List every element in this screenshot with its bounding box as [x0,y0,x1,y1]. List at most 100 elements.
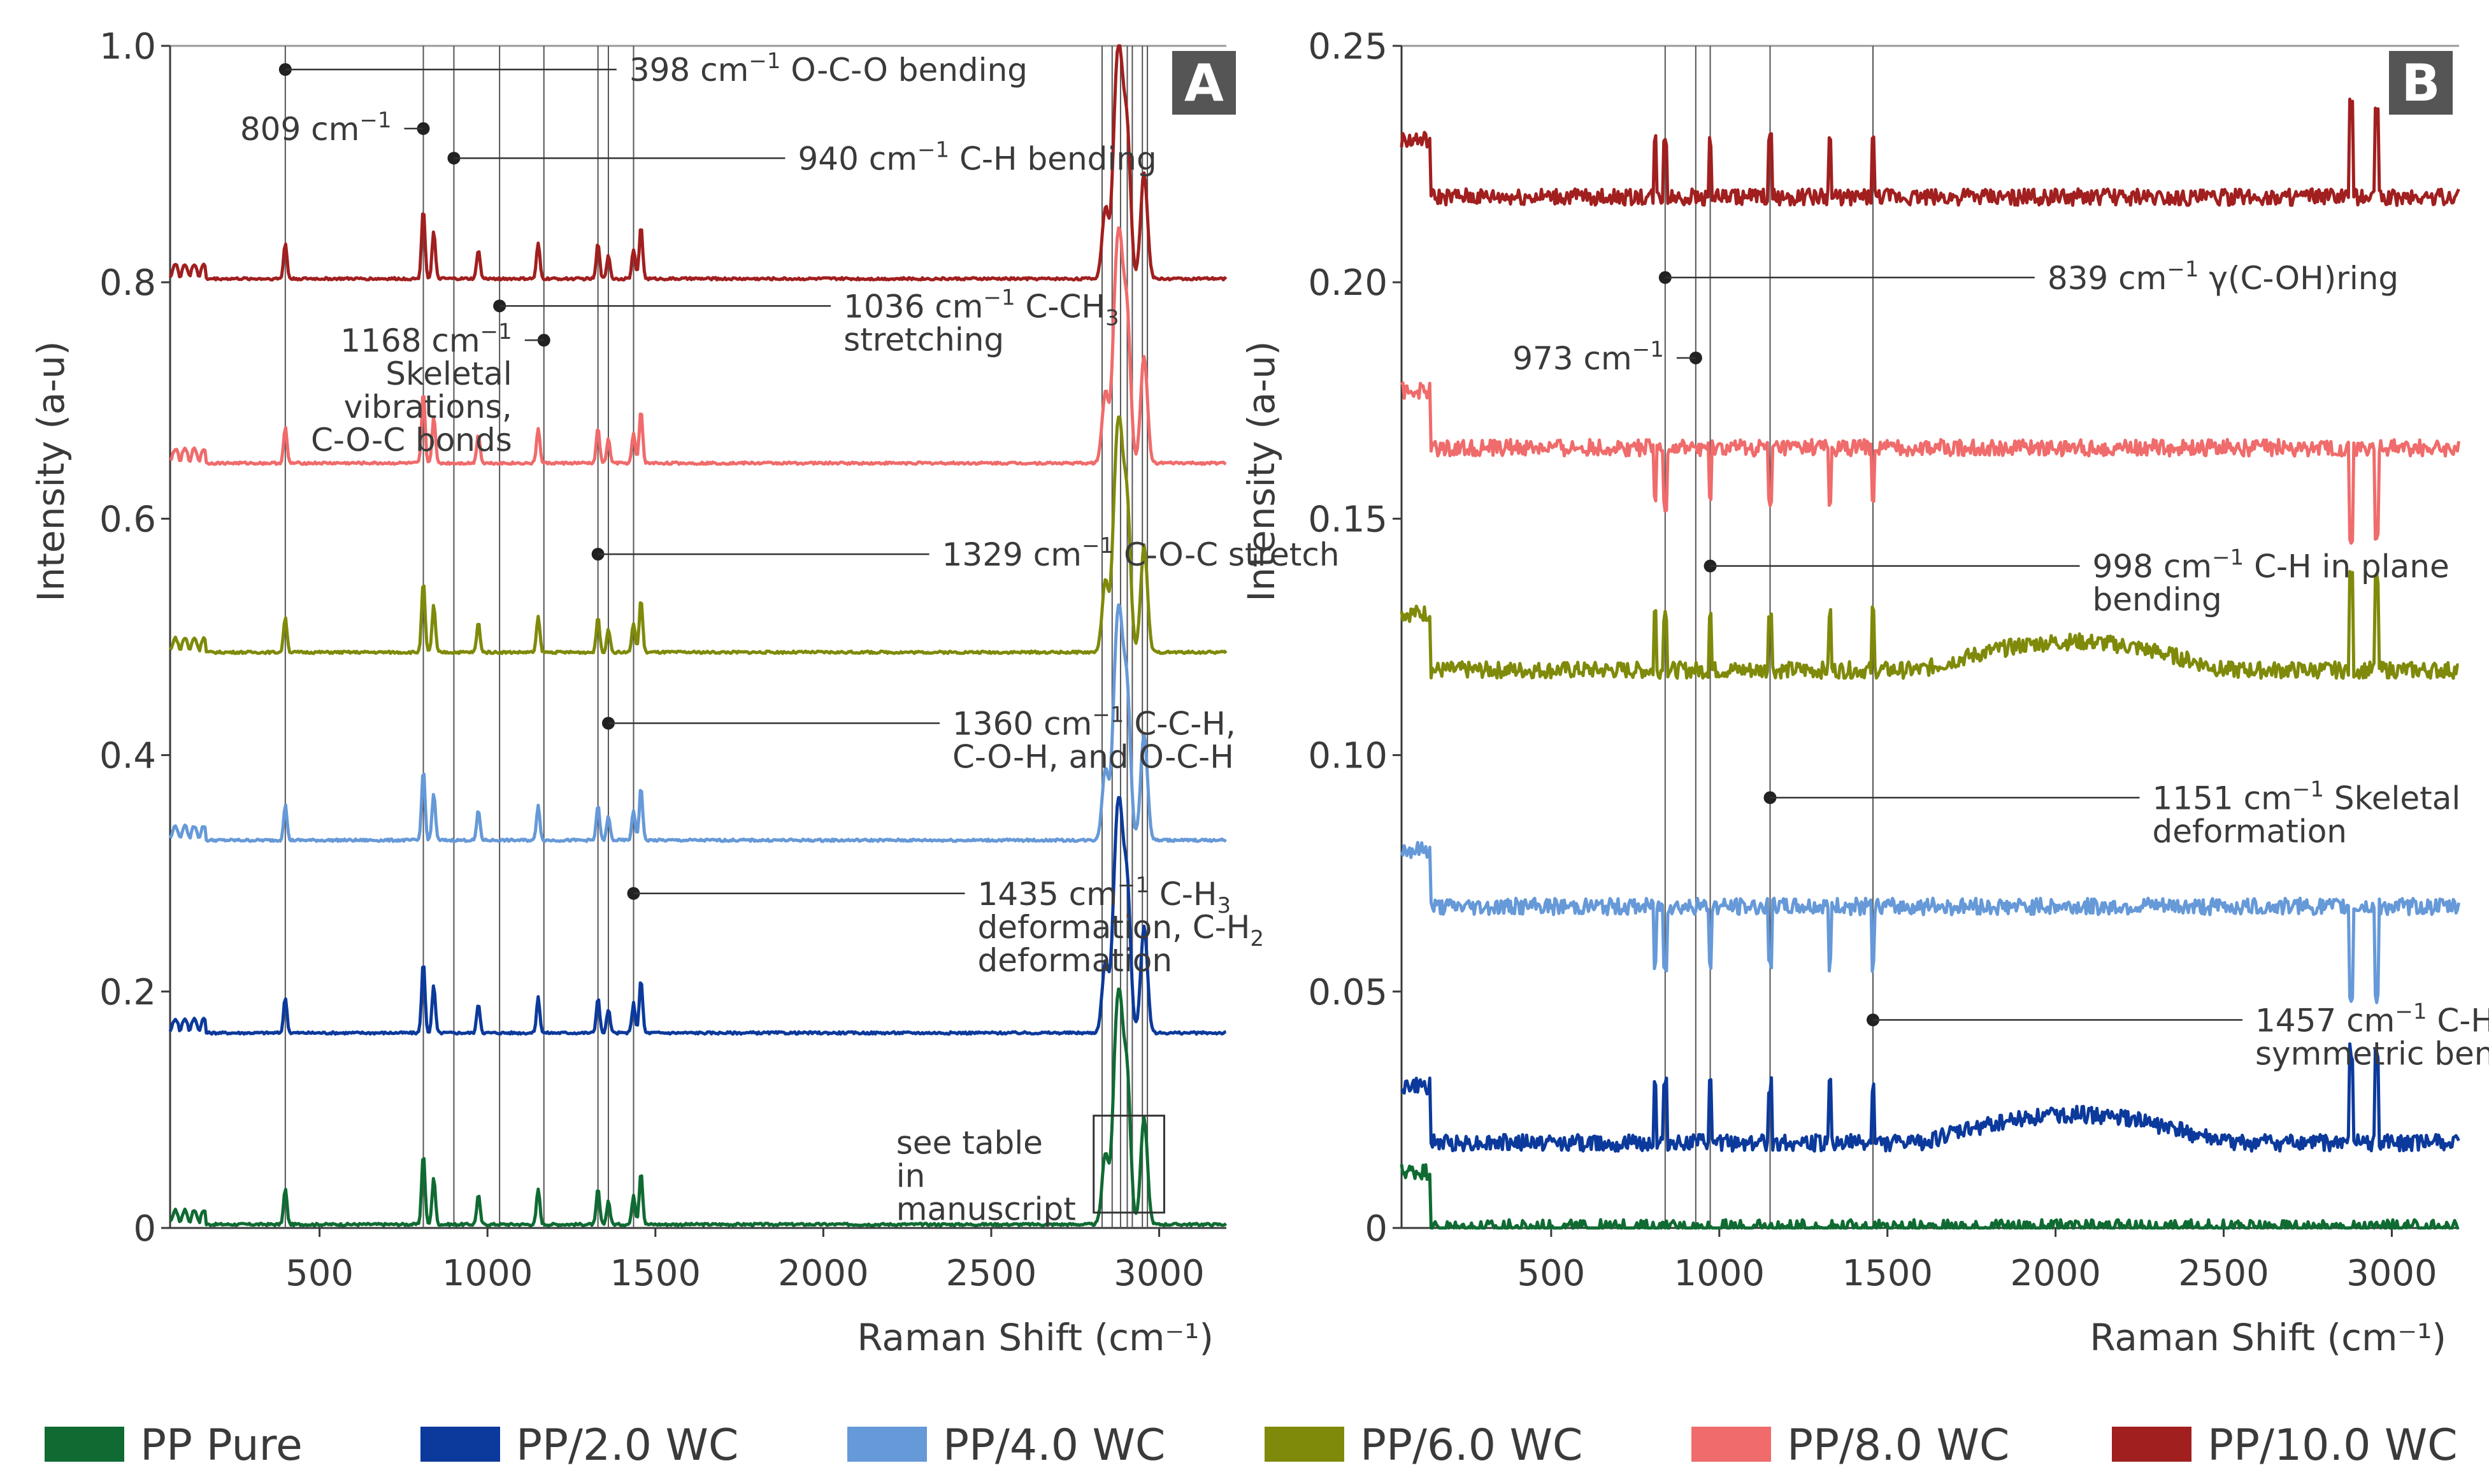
series-line-pp-10-0-wc [1400,97,2460,207]
legend-swatch [1691,1427,1771,1462]
panel-label: B [2402,54,2441,113]
annotation-superscript: −1 [1092,702,1124,727]
x-tick-label: 3000 [2346,1253,2437,1294]
annotation-superscript: −1 [1117,873,1149,898]
annotation-subscript: 2 [1250,926,1264,952]
annotation-superscript: −1 [2292,776,2324,802]
annotation-text-main: deformation [978,942,1173,979]
y-tick-label: 0 [1365,1208,1388,1250]
annotation-text-rest: C-H [1149,876,1217,913]
x-tick-label: 1000 [442,1253,533,1294]
annotation-text-main: C-O-C bonds [311,422,512,459]
y-axis-title: Intensity (a-u) [1240,341,1283,601]
y-tick-label: 1.0 [99,26,156,68]
series-line-pp-10-0-wc [168,44,1228,282]
annotation-text: Skeletal [385,355,512,392]
panel-label: A [1184,54,1224,113]
annotation-text: 1329 cm−1 C-O-C stretch [942,533,1340,573]
annotation-superscript: −1 [749,48,780,74]
inset-note-line: in [896,1158,926,1195]
legend-swatch [1265,1427,1344,1462]
legend-label: PP/2.0 WC [516,1420,738,1471]
y-axis-title: Intensity (a-u) [29,341,73,601]
annotation-superscript: −1 [2395,999,2427,1024]
annotation-text: C-O-C bonds [311,422,512,459]
legend-label: PP/8.0 WC [1787,1420,2009,1471]
annotation-text-main: 973 cm [1512,340,1632,377]
x-tick-label: 1500 [610,1253,701,1294]
annotation-text: 839 cm−1 γ(C-OH)ring [2048,257,2399,297]
annotation-text-main: bending [2093,581,2222,618]
annotation-text: 973 cm−1 [1512,337,1664,377]
series-line-pp-2-0-wc [168,796,1226,1036]
legend-label: PP/6.0 WC [1360,1420,1582,1471]
y-tick-label: 0 [133,1208,156,1250]
panel-label-box [2389,51,2453,115]
y-tick-label: 0.10 [1308,736,1388,777]
annotation-text-main: 1168 cm [340,322,480,359]
annotation-superscript: −1 [359,108,391,133]
annotation-text-main: 1457 cm [2255,1002,2395,1039]
annotation-text-main: deformation [2152,813,2347,850]
annotation-text-main: 839 cm [2048,260,2167,297]
annotation-text-rest: C-CH [1015,288,1105,325]
annotation-text-main: 398 cm [629,52,749,89]
y-tick-label: 0.20 [1308,262,1388,304]
annotation-superscript: −1 [480,319,512,345]
series-line-pp-6-0-wc [1400,569,2459,680]
y-tick-label: 0.6 [99,499,156,540]
y-tick-label: 0.05 [1308,972,1388,1013]
annotation-text-rest: O-C-O bending [780,52,1028,89]
annotation-subscript: 3 [1217,893,1231,918]
annotation-text: 1435 cm−1 C-H3 [978,873,1231,918]
annotation-text-rest: Skeletal [2324,780,2460,817]
annotation-text: symmetric bending [2255,1035,2489,1072]
x-tick-label: 1000 [1674,1253,1765,1294]
legend-swatch [420,1427,500,1462]
annotation-text-main: symmetric bending [2255,1035,2489,1072]
annotation-text: 998 cm−1 C-H in plane [2093,545,2450,585]
y-tick-label: 0.2 [99,972,156,1013]
annotation-text-main: 1329 cm [942,536,1082,573]
panel-label-box [1172,51,1236,115]
x-axis-title: Raman Shift (cm⁻¹) [2090,1316,2446,1359]
x-tick-label: 500 [285,1253,354,1294]
annotation-text: 1151 cm−1 Skeletal [2152,776,2460,817]
series-line-pp-pure [169,987,1228,1227]
annotation-text-rest: C-H bending [949,140,1157,177]
legend-swatch [45,1427,124,1462]
y-tick-label: 0.4 [99,736,156,777]
annotation-text-main: vibrations, [344,389,512,425]
annotation-text: bending [2093,581,2222,618]
annotation-text-main: Skeletal [385,355,512,392]
annotation-text-rest: C-O-C stretch [1114,536,1340,573]
annotation-text: vibrations, [344,389,512,425]
legend-label: PP/4.0 WC [943,1420,1165,1471]
annotation-text: deformation, C-H2 [978,909,1264,952]
x-tick-label: 500 [1517,1253,1585,1294]
legend: PP Pure PP/2.0 WC PP/4.0 WC PP/6.0 WC PP/8.0… [45,1420,2458,1471]
annotation-text-main: stretching [843,321,1004,358]
inset-note-line: see table [896,1125,1043,1162]
panel-a: 500 1000 1500 2000 2500 3000 0 0.2 0.4 0.6 0.8 1.0 I… [29,26,1340,1359]
annotation-superscript: −1 [1082,533,1114,559]
annotation-superscript: −1 [1632,337,1664,362]
series-line-pp-4-0-wc [1400,841,2460,1004]
annotation-text: 1036 cm−1 C-CH3 [843,285,1119,331]
annotation-subscript: 3 [1105,305,1119,331]
x-tick-label: 2000 [778,1253,869,1294]
annotation-text-main: deformation, C-H [978,909,1251,946]
annotation-text: 809 cm−1 [240,108,392,148]
annotation-superscript: −1 [917,137,949,162]
annotation-text-main: 809 cm [240,111,360,148]
series-line-pp-8-0-wc [169,226,1227,466]
annotation-text-main: 1151 cm [2152,780,2292,817]
panel-b: 500 1000 1500 2000 2500 3000 0 0.05 0.10 0.15 0.20… [1240,26,2489,1359]
annotation-text: deformation [978,942,1173,979]
inset-note-line: manuscript [896,1191,1076,1228]
y-tick-label: 0.8 [99,262,156,304]
annotation-text-main: C-O-H, and O-C-H [952,738,1234,775]
inset-box [1093,1115,1165,1214]
annotation-text-main: 1435 cm [978,876,1117,913]
